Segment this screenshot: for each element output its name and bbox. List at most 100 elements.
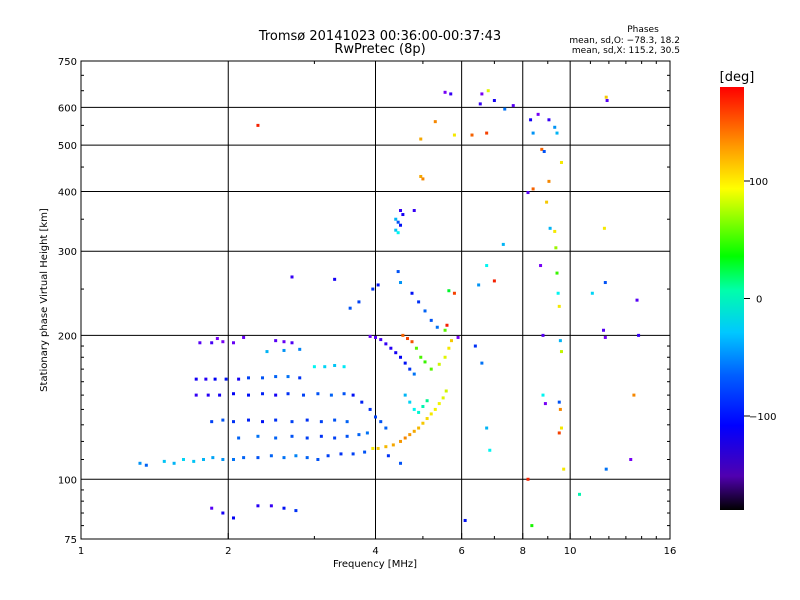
data-point	[144, 463, 148, 467]
data-point	[333, 418, 337, 422]
data-point	[371, 287, 375, 291]
data-point	[557, 400, 561, 404]
data-point	[194, 377, 198, 381]
data-point	[449, 92, 453, 96]
data-point	[384, 426, 388, 430]
data-point	[231, 457, 235, 461]
data-point	[345, 420, 349, 424]
data-point	[480, 361, 484, 365]
x-tick-label: 4	[372, 546, 378, 557]
data-point	[637, 333, 641, 337]
data-point	[333, 277, 337, 281]
y-tick-labels: 75 100 200 300 400 500 600 750	[58, 57, 77, 546]
data-point	[421, 404, 425, 408]
data-point	[401, 333, 405, 337]
data-point	[198, 341, 202, 345]
data-point	[473, 344, 477, 348]
data-point	[433, 407, 437, 411]
data-point	[342, 365, 346, 369]
data-point	[237, 377, 241, 381]
x-axis-label: Frequency [MHz]	[333, 559, 417, 570]
data-point	[557, 304, 561, 308]
data-point	[559, 426, 563, 430]
data-point	[541, 333, 545, 337]
data-point	[433, 120, 437, 124]
data-point	[351, 452, 355, 456]
data-point	[274, 393, 278, 397]
colorbar-ticks: 100 0 −100	[744, 177, 776, 423]
data-point	[429, 367, 433, 371]
data-point	[492, 279, 496, 283]
data-point	[298, 376, 302, 380]
data-point	[256, 456, 260, 460]
data-point	[386, 454, 390, 458]
y-tick-label: 100	[58, 475, 77, 486]
colorbar-tick-label: −100	[749, 412, 776, 423]
data-point	[294, 509, 298, 513]
data-point	[333, 436, 337, 440]
data-point	[423, 309, 427, 313]
phases-heading: Phases	[627, 25, 659, 35]
data-point	[556, 291, 560, 295]
data-point	[578, 492, 582, 496]
data-point	[526, 477, 530, 481]
data-point	[312, 365, 316, 369]
data-point	[357, 433, 361, 437]
data-point	[429, 412, 433, 416]
data-point	[452, 133, 456, 137]
data-point	[604, 467, 608, 471]
data-point	[403, 436, 407, 440]
data-point	[204, 377, 208, 381]
y-tick-label: 75	[64, 535, 77, 546]
data-point	[399, 281, 403, 285]
data-point	[478, 102, 482, 106]
data-point	[403, 393, 407, 397]
phases-x-stats: mean, sd,X: 115.2, 30.5	[572, 46, 680, 56]
data-point	[486, 89, 490, 93]
data-point	[545, 200, 549, 204]
data-point	[408, 400, 412, 404]
data-point	[290, 275, 294, 279]
data-point	[419, 137, 423, 141]
data-point	[237, 436, 241, 440]
data-point	[211, 456, 215, 460]
data-point	[437, 402, 441, 406]
data-point	[503, 107, 507, 111]
data-point	[215, 337, 219, 341]
data-point	[323, 365, 327, 369]
data-point	[470, 133, 474, 137]
data-point	[443, 355, 447, 359]
data-point	[553, 229, 557, 233]
data-point	[371, 446, 375, 450]
data-point	[412, 429, 416, 433]
data-point	[419, 355, 423, 359]
colorbar-tick-label: 0	[756, 295, 762, 306]
data-point	[441, 396, 445, 400]
y-tick-label: 400	[58, 187, 77, 198]
data-point	[269, 504, 273, 508]
data-point	[604, 95, 608, 99]
data-point	[231, 516, 235, 520]
data-point	[319, 434, 323, 438]
y-axis-label: Stationary phase Virtual Height [km]	[39, 208, 50, 392]
data-point	[485, 426, 489, 430]
y-tick-label: 500	[58, 141, 77, 152]
x-tick-label: 6	[458, 546, 464, 557]
data-point	[286, 375, 290, 379]
chart-subtitle: RwPretec (8p)	[334, 42, 425, 57]
data-point	[305, 436, 309, 440]
data-point	[365, 431, 369, 435]
data-point	[419, 174, 423, 178]
data-point	[477, 283, 481, 287]
data-point	[555, 271, 559, 275]
data-point	[408, 433, 412, 437]
data-point	[282, 456, 286, 460]
data-point	[543, 402, 547, 406]
data-point	[417, 426, 421, 430]
data-point	[194, 393, 198, 397]
data-point	[301, 393, 305, 397]
data-point	[590, 291, 594, 295]
data-point	[389, 346, 393, 350]
data-point	[316, 457, 320, 461]
